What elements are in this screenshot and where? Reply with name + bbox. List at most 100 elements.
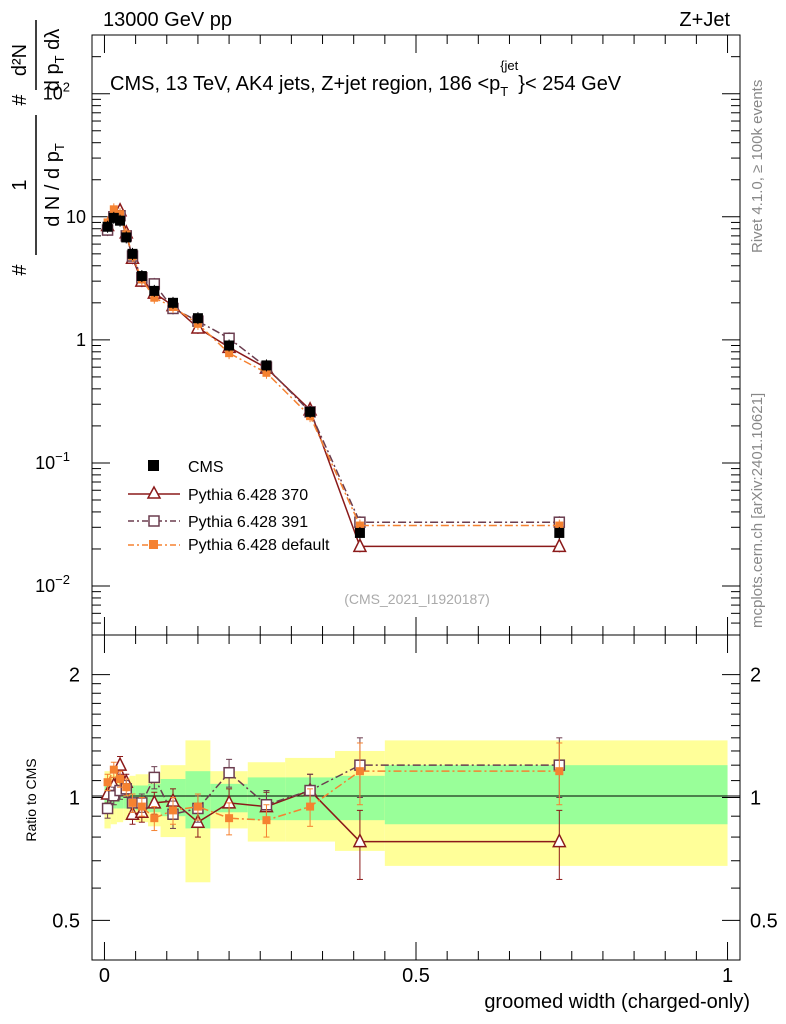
ratio-ytick-label: 0.5 bbox=[52, 910, 80, 932]
main-ylabel: # 1 d N / d pT # d²N d pT dλ bbox=[9, 20, 69, 276]
ylabel-dn-text: d N / d p bbox=[42, 151, 64, 227]
main-point-marker bbox=[224, 340, 235, 351]
ratio-point-marker bbox=[122, 783, 131, 792]
main-ytick-label: 1 bbox=[76, 330, 86, 350]
legend-marker-default bbox=[149, 540, 158, 549]
ratio-ticks: 0.5 0.5 1 1 2 2 0 0.5 1 bbox=[52, 635, 778, 987]
main-ytick-label: 10 bbox=[66, 207, 86, 227]
rivet-label: Rivet 4.1.0, ≥ 100k events bbox=[749, 80, 766, 253]
ratio-ytick-label-right: 1 bbox=[750, 788, 761, 810]
ratio-point-marker bbox=[137, 802, 146, 811]
main-point-marker bbox=[225, 349, 234, 358]
legend-item-391: Pythia 6.428 391 bbox=[128, 514, 308, 531]
main-point-marker bbox=[168, 297, 178, 308]
ratio-xtick-label: 1 bbox=[722, 965, 733, 987]
legend-label-370: Pythia 6.428 370 bbox=[188, 487, 308, 504]
main-point-marker bbox=[305, 406, 316, 417]
main-ytick-base: 10 bbox=[35, 453, 55, 473]
title-tail: < 254 GeV bbox=[525, 73, 622, 95]
main-ytick-exp: 2 bbox=[63, 80, 70, 95]
main-point-marker bbox=[127, 248, 138, 259]
ratio-point-marker bbox=[169, 806, 177, 815]
ylabel-denominator-1: d N / d pT bbox=[42, 143, 67, 227]
ylabel-dn-sub: T bbox=[52, 143, 67, 151]
x-axis-label: groomed width (charged-only) bbox=[484, 991, 750, 1013]
ratio-point-marker bbox=[125, 805, 140, 820]
legend-marker-370 bbox=[146, 485, 162, 499]
main-point-marker bbox=[109, 205, 118, 214]
ratio-ytick-label: 2 bbox=[69, 665, 80, 687]
ratio-ylabel: Ratio to CMS bbox=[23, 758, 39, 841]
legend-marker-391 bbox=[148, 515, 160, 527]
main-series bbox=[100, 202, 567, 553]
ratio-panel: 0.5 0.5 1 1 2 2 0 0.5 1 Ratio to CMS groomed wid… bbox=[23, 634, 778, 1013]
main-ytick-base: 10 bbox=[35, 576, 55, 596]
main-point-marker bbox=[555, 521, 564, 530]
title-sup: {jet bbox=[500, 58, 518, 73]
ratio-point-marker bbox=[555, 767, 564, 776]
legend-label-391: Pythia 6.428 391 bbox=[188, 514, 308, 531]
legend-label-default: Pythia 6.428 default bbox=[188, 537, 330, 554]
ratio-point-marker bbox=[103, 778, 112, 787]
main-ytick-exp: −1 bbox=[55, 449, 70, 464]
main-point-marker bbox=[108, 212, 119, 223]
ratio-point-marker bbox=[101, 802, 114, 815]
legend-item-cms: CMS bbox=[148, 459, 224, 476]
legend-item-default: Pythia 6.428 default bbox=[128, 537, 330, 554]
ratio-xtick-label: 0.5 bbox=[402, 965, 430, 987]
process-label: Z+Jet bbox=[679, 9, 730, 31]
main-point-marker bbox=[554, 527, 565, 538]
ratio-point-marker bbox=[223, 766, 235, 779]
ratio-point-marker bbox=[150, 814, 159, 823]
ratio-point-marker bbox=[552, 832, 567, 848]
ratio-point-marker bbox=[109, 765, 118, 774]
ratio-ytick-label-right: 2 bbox=[750, 665, 761, 687]
ratio-point-marker bbox=[193, 802, 202, 811]
main-series-line bbox=[106, 214, 560, 523]
ylabel-hash-1: # bbox=[9, 264, 31, 276]
main-ytick-base: 10 bbox=[43, 84, 63, 104]
main-point-marker bbox=[149, 285, 160, 296]
main-point-marker bbox=[136, 271, 147, 282]
ratio-ytick-label: 1 bbox=[69, 788, 80, 810]
main-point-marker bbox=[192, 313, 203, 324]
ratio-series bbox=[100, 737, 567, 880]
ratio-point-marker bbox=[262, 816, 271, 825]
ratio-point-marker bbox=[355, 767, 364, 776]
main-point-marker bbox=[262, 368, 271, 377]
main-point-marker bbox=[354, 527, 365, 538]
ratio-point-marker bbox=[306, 802, 315, 811]
main-point-marker bbox=[116, 210, 125, 219]
ylabel-dp-text: d p bbox=[42, 63, 64, 91]
main-point-marker bbox=[115, 215, 126, 226]
main-ytick-label: 10−2 bbox=[35, 572, 70, 596]
main-point-marker bbox=[102, 221, 113, 232]
main-ytick-label: 102 bbox=[43, 80, 70, 104]
energy-label: 13000 GeV pp bbox=[103, 9, 232, 31]
legend: CMS Pythia 6.428 370 Pythia 6.428 391 Py… bbox=[128, 459, 330, 554]
title-close: } bbox=[518, 73, 525, 95]
main-ytick-label: 10−1 bbox=[35, 449, 70, 473]
main-ytick-exp: −2 bbox=[55, 572, 70, 587]
ylabel-denominator-2: d pT dλ bbox=[42, 29, 69, 91]
analysis-id: (CMS_2021_I1920187) bbox=[344, 591, 490, 607]
ratio-xtick-label: 0 bbox=[99, 965, 110, 987]
main-point-marker bbox=[121, 232, 132, 243]
ratio-point-marker bbox=[116, 774, 125, 783]
main-series-line bbox=[106, 208, 560, 527]
main-point-marker bbox=[150, 293, 159, 302]
ylabel-dp-sub: T bbox=[52, 55, 67, 63]
main-series-line bbox=[106, 209, 560, 548]
ratio-point-marker bbox=[352, 832, 368, 848]
title-sub: T bbox=[500, 84, 508, 99]
mcplots-label: mcplots.cern.ch [arXiv:2401.10621] bbox=[749, 393, 766, 628]
title-main: CMS, 13 TeV, AK4 jets, Z+jet region, 186… bbox=[110, 73, 500, 95]
main-point-marker bbox=[261, 360, 272, 371]
ratio-point-marker bbox=[148, 771, 161, 784]
ylabel-numerator-2: d²N bbox=[9, 44, 31, 76]
legend-item-370: Pythia 6.428 370 bbox=[128, 485, 308, 504]
ylabel-dl-text: dλ bbox=[42, 29, 64, 50]
ratio-point-marker bbox=[128, 798, 137, 807]
